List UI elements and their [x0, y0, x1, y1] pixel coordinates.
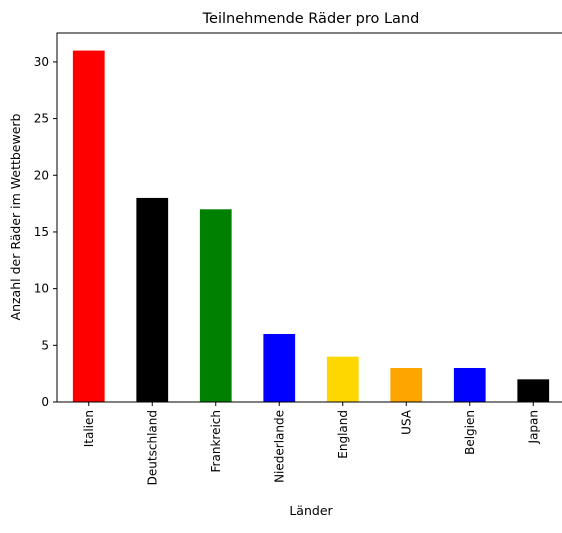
x-tick-label: Deutschland	[145, 410, 159, 485]
x-tick-label: Frankreich	[209, 410, 223, 472]
bar-deutschland	[136, 197, 169, 402]
x-tick-label: Belgien	[463, 410, 477, 455]
x-tick-label: Italien	[82, 410, 96, 447]
chart-title: Teilnehmende Räder pro Land	[202, 11, 420, 27]
bar-niederlande	[263, 333, 296, 402]
x-tick-label: Japan	[526, 410, 540, 444]
x-tick-label: Niederlande	[272, 410, 286, 483]
y-tick-label: 0	[41, 395, 49, 409]
bar-england	[326, 356, 359, 402]
y-tick-label: 10	[34, 282, 49, 296]
x-axis-ticks: Italien Deutschland Frankreich Niederlande E…	[82, 402, 540, 485]
x-tick-label: England	[336, 410, 350, 459]
bar-frankreich	[199, 209, 232, 402]
y-axis-label: Anzahl der Räder im Wettbewerb	[8, 113, 23, 320]
bars-group	[72, 50, 550, 402]
plot-frame	[56, 32, 562, 403]
bar-usa	[390, 367, 423, 402]
y-tick-label: 5	[41, 338, 49, 352]
x-axis-label: Länder	[289, 503, 333, 518]
bar-japan	[517, 379, 550, 402]
y-tick-label: 25	[34, 112, 49, 126]
x-tick-label: USA	[399, 409, 413, 435]
y-axis-ticks: 0 5 10 15 20 25 30	[34, 55, 57, 409]
y-tick-label: 15	[34, 225, 49, 239]
y-tick-label: 30	[34, 55, 49, 69]
bar-belgien	[453, 367, 486, 402]
bar-italien	[72, 50, 105, 402]
y-tick-label: 20	[34, 168, 49, 182]
